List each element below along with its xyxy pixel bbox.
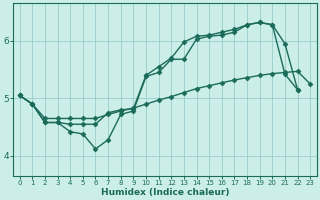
X-axis label: Humidex (Indice chaleur): Humidex (Indice chaleur) bbox=[101, 188, 229, 197]
